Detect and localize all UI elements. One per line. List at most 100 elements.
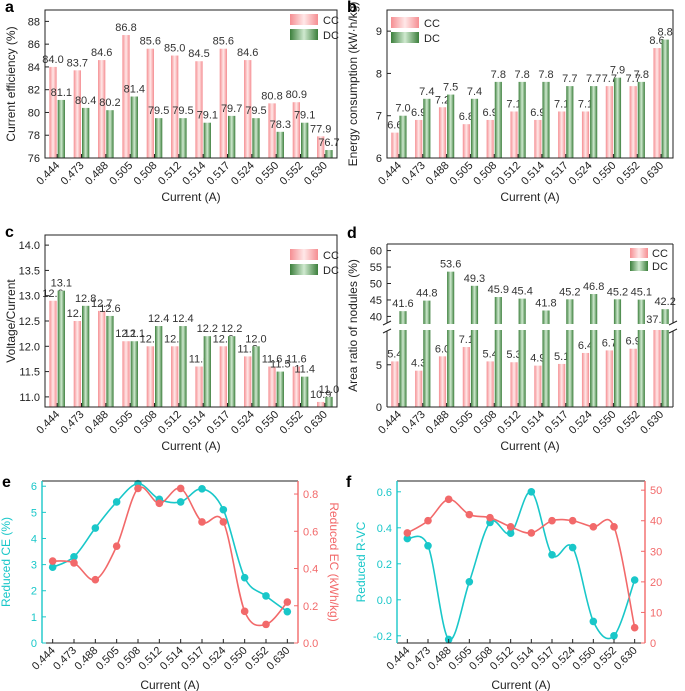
data-point-1-0.517 xyxy=(548,516,556,525)
bar-dc-0.444 xyxy=(399,115,407,158)
bar-dc-0.512 xyxy=(179,118,187,158)
x-tick-label: 0.488 xyxy=(83,160,111,188)
x-tick-label: 0.505 xyxy=(94,645,122,673)
series-line-1 xyxy=(52,486,288,627)
bar-dc-0.550 xyxy=(613,77,622,158)
y-tick-label: 40 xyxy=(370,311,382,323)
data-label-cc: 6.6 xyxy=(387,120,402,132)
data-label-cc: 84.0 xyxy=(42,54,63,66)
data-label-cc: 6.9 xyxy=(626,336,641,348)
x-tick-label: 0.514 xyxy=(519,160,547,188)
data-point-1-0.505 xyxy=(465,510,474,519)
data-point-0-0.514 xyxy=(176,498,185,506)
data-label-dc: 12.4 xyxy=(148,313,169,325)
y-tick-label-right: 0 xyxy=(650,638,656,650)
data-point-0-0.552 xyxy=(610,632,618,640)
bar-cc-0.550 xyxy=(268,103,276,158)
data-label-dc: 12.4 xyxy=(172,313,193,325)
x-tick-label: 0.473 xyxy=(400,160,428,188)
data-point-1-0.550 xyxy=(240,607,249,616)
data-point-1-0.444 xyxy=(403,529,412,537)
y-tick-label: 6 xyxy=(376,153,382,165)
panel-label: f xyxy=(346,474,352,491)
data-label-dc: 42.2 xyxy=(654,296,675,308)
data-point-0-0.630 xyxy=(630,576,639,584)
legend-swatch-cc xyxy=(290,249,318,260)
bar-cc-0.550 xyxy=(268,366,276,407)
data-point-0-0.550 xyxy=(240,573,249,582)
bar-dc-0.552 xyxy=(637,81,645,158)
data-point-1-0.508 xyxy=(486,513,494,522)
bar-dc-0.512 xyxy=(518,298,526,407)
axis-break-mark xyxy=(668,328,678,334)
x-tick-label: 0.505 xyxy=(448,409,476,437)
x-tick-label: 0.630 xyxy=(638,160,666,188)
bar-dc-0.517 xyxy=(228,336,236,407)
x-tick-label: 0.630 xyxy=(265,645,293,673)
x-axis-title: Current (A) xyxy=(140,678,199,691)
y-tick-label: 76 xyxy=(28,153,40,165)
bar-cc-0.630 xyxy=(317,401,325,407)
y-tick-label-left: 0.6 xyxy=(377,487,392,499)
y-tick-label: 78 xyxy=(28,130,40,142)
plot-frame xyxy=(386,9,674,159)
bar-cc-0.505 xyxy=(462,124,470,158)
bar-cc-0.524 xyxy=(581,352,590,407)
bar-cc-0.514 xyxy=(195,366,203,407)
legend-label-cc: CC xyxy=(323,250,339,262)
data-point-0-0.444 xyxy=(48,563,57,572)
data-point-0-0.473 xyxy=(424,542,432,550)
data-label-cc: 5.1 xyxy=(554,351,569,363)
data-label-dc: 7.5 xyxy=(443,82,458,94)
y-tick-label: 50 xyxy=(370,279,382,291)
y-tick-label-right: 0.4 xyxy=(303,564,318,576)
y-axis-title: Voltage/Current xyxy=(4,279,18,363)
bar-dc-0.552 xyxy=(301,122,309,158)
y-axis-title: Current efficiency (%) xyxy=(4,26,18,141)
bar-cc-0.508 xyxy=(486,361,494,407)
y-tick-label: 7 xyxy=(376,111,382,123)
y-tick-label: 9 xyxy=(376,26,382,38)
y-tick-label: 12.5 xyxy=(19,316,40,328)
bar-cc-0.505 xyxy=(122,341,130,407)
y-tick-label: 13.5 xyxy=(19,265,40,277)
y-tick-label: 12.0 xyxy=(19,341,40,353)
data-label-dc: 80.4 xyxy=(75,95,96,107)
data-label-dc: 53.6 xyxy=(440,259,461,271)
y-tick-label-right: 10 xyxy=(650,607,662,619)
y-tick-label: 0 xyxy=(376,402,382,414)
data-label-cc: 11.6 xyxy=(286,354,307,366)
data-point-1-0.473 xyxy=(70,559,78,567)
bar-dc-0.444 xyxy=(57,290,65,407)
bar-cc-0.552 xyxy=(292,366,300,407)
x-tick-label: 0.514 xyxy=(180,160,208,188)
y-tick-label-left: 3 xyxy=(31,560,37,572)
data-label-dc: 7.0 xyxy=(395,103,410,115)
x-tick-label: 0.512 xyxy=(156,409,184,437)
bar-cc-0.508 xyxy=(146,346,154,407)
bar-cc-0.473 xyxy=(415,370,423,407)
bar-dc-0.552 xyxy=(301,376,309,407)
bar-cc-0.524 xyxy=(244,60,252,158)
data-label-cc: 6.4 xyxy=(578,340,593,352)
y-tick-label-left: 0.4 xyxy=(377,523,392,535)
bar-dc-0.508 xyxy=(155,118,163,158)
bar-dc-0.630 xyxy=(325,150,333,158)
y-tick-label-left: 1 xyxy=(31,612,37,624)
bar-cc-0.514 xyxy=(534,119,542,158)
data-point-0-0.550 xyxy=(589,617,598,626)
panel-label: a xyxy=(5,0,14,16)
series-line-0 xyxy=(407,490,636,641)
data-point-0-0.505 xyxy=(465,578,474,586)
plot-frame xyxy=(44,9,338,159)
x-tick-label: 0.550 xyxy=(253,160,281,188)
bar-cc-0.444 xyxy=(49,66,57,158)
data-label-dc: 7.7 xyxy=(586,73,601,85)
data-label-cc: 5.3 xyxy=(506,349,521,361)
data-label-cc: 7.1 xyxy=(578,98,593,110)
y-tick-label-right: 0.0 xyxy=(303,638,318,650)
data-point-1-0.514 xyxy=(176,484,185,493)
bar-dc-0.517 xyxy=(566,299,574,407)
legend-label-dc: DC xyxy=(424,33,440,45)
